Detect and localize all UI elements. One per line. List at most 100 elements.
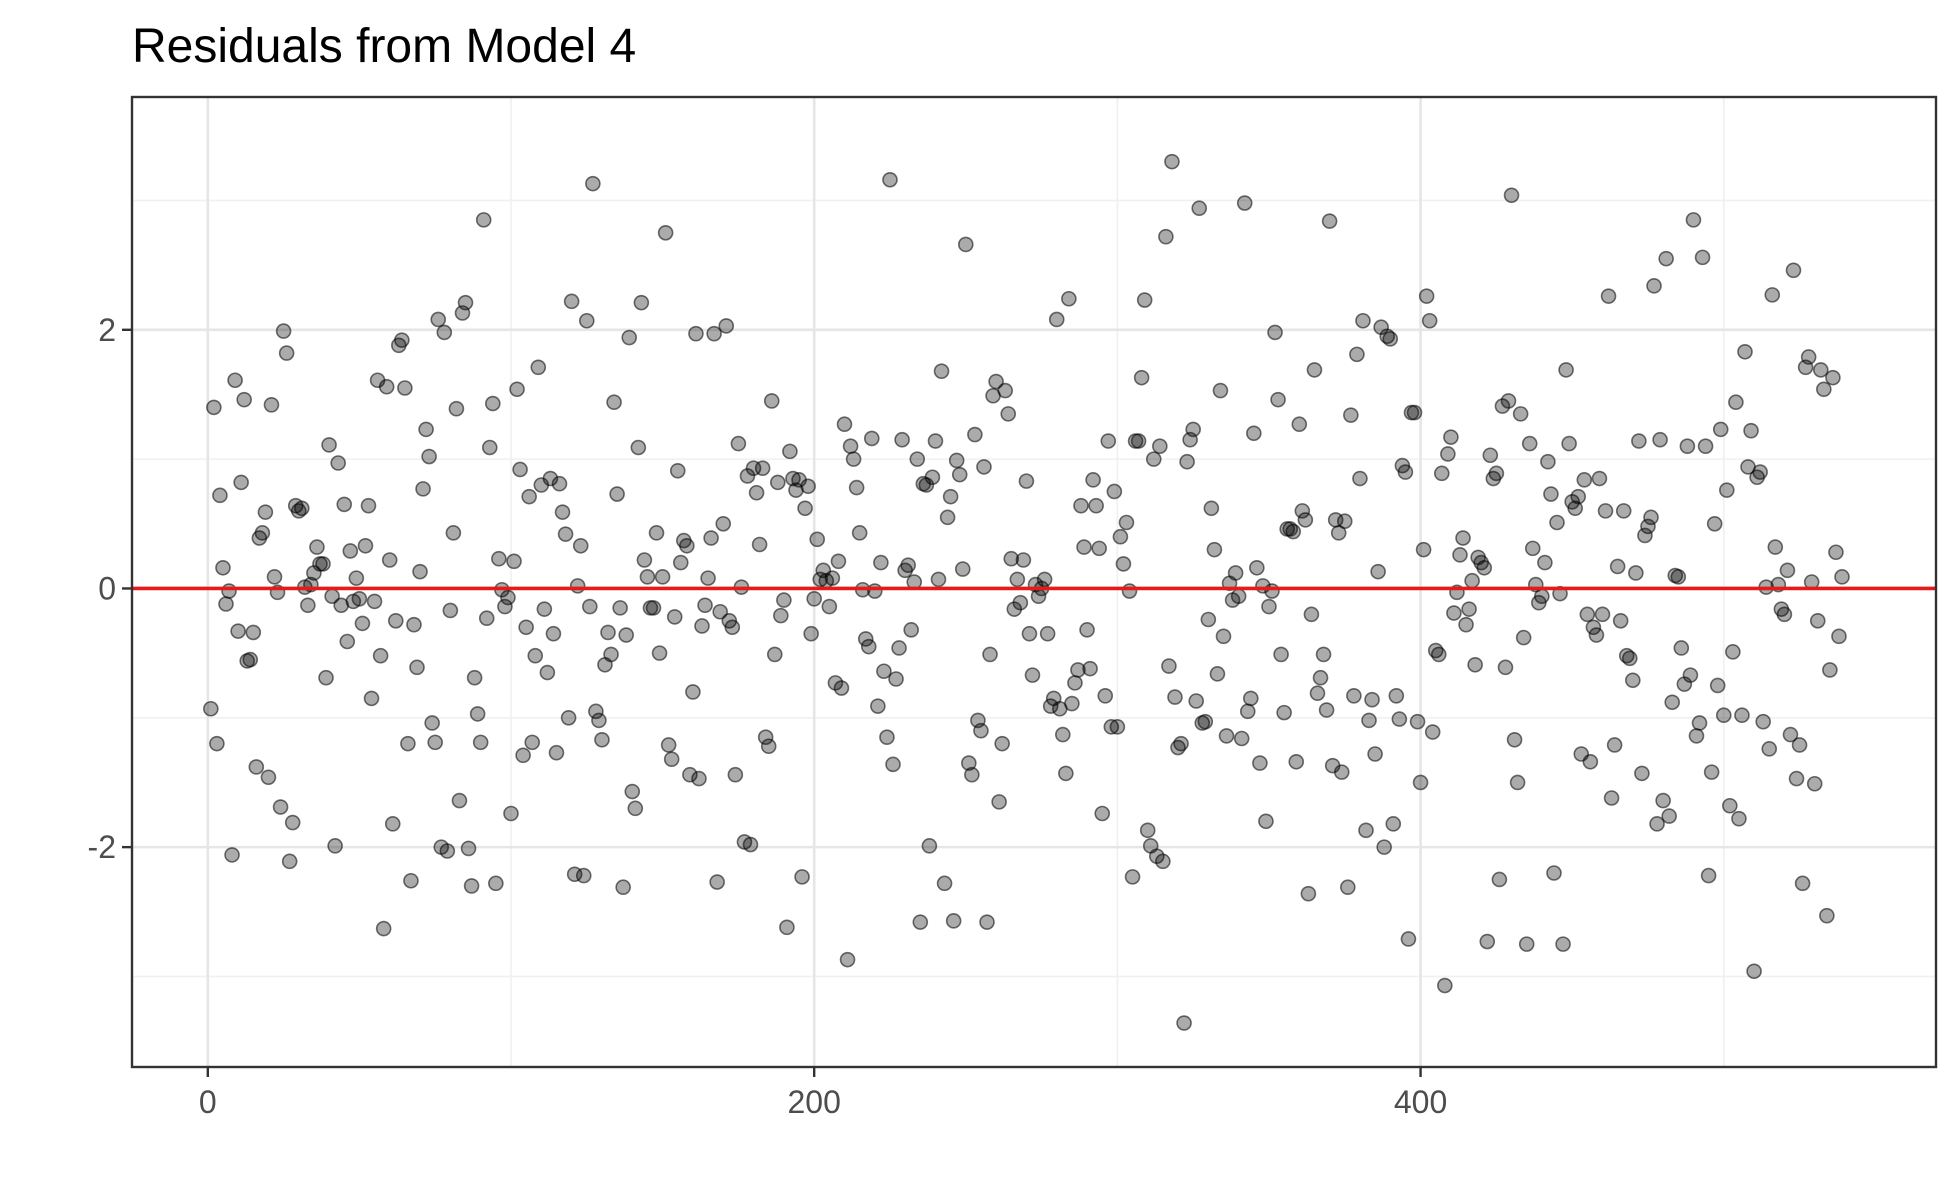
data-point bbox=[1812, 362, 1829, 378]
data-point bbox=[1725, 644, 1741, 660]
data-point bbox=[782, 443, 798, 460]
data-point bbox=[506, 553, 522, 570]
data-point bbox=[821, 598, 838, 615]
data-point bbox=[1309, 685, 1326, 702]
data-point bbox=[1291, 416, 1308, 433]
data-point bbox=[1094, 805, 1111, 822]
data-point bbox=[327, 838, 343, 854]
data-point bbox=[360, 497, 377, 514]
data-point bbox=[727, 766, 744, 783]
data-point bbox=[757, 729, 774, 746]
data-point bbox=[1236, 195, 1253, 211]
data-point bbox=[1561, 435, 1577, 452]
data-point bbox=[221, 583, 237, 599]
data-point bbox=[585, 175, 601, 192]
data-point bbox=[1715, 707, 1732, 724]
data-point bbox=[1312, 669, 1329, 686]
data-point bbox=[697, 597, 713, 614]
data-point bbox=[694, 618, 710, 634]
data-point bbox=[1752, 464, 1768, 480]
data-point bbox=[1206, 541, 1223, 558]
data-point bbox=[1437, 977, 1453, 994]
data-point bbox=[1479, 933, 1496, 950]
y-tick-label: 2 bbox=[98, 312, 116, 348]
data-point bbox=[427, 734, 443, 751]
data-point bbox=[1406, 404, 1423, 421]
data-point bbox=[1352, 470, 1368, 487]
data-point bbox=[1152, 438, 1168, 455]
data-point bbox=[1097, 688, 1114, 704]
data-point bbox=[215, 559, 231, 576]
data-point bbox=[1515, 629, 1532, 646]
data-point bbox=[1021, 625, 1038, 642]
data-point bbox=[1400, 931, 1417, 947]
data-point bbox=[976, 459, 992, 475]
data-point bbox=[633, 294, 650, 311]
data-point bbox=[1755, 713, 1771, 730]
data-point bbox=[876, 663, 892, 680]
data-point bbox=[1518, 936, 1535, 952]
data-point bbox=[794, 869, 810, 885]
data-point bbox=[1806, 775, 1823, 792]
data-point bbox=[1361, 712, 1377, 729]
data-point bbox=[812, 571, 829, 588]
data-point bbox=[524, 734, 541, 751]
data-point bbox=[973, 722, 989, 739]
data-point bbox=[867, 583, 883, 599]
data-point bbox=[1497, 659, 1514, 676]
data-point bbox=[751, 536, 768, 553]
data-point bbox=[212, 487, 228, 504]
data-point bbox=[1155, 853, 1171, 870]
data-point bbox=[933, 363, 950, 379]
data-point bbox=[1070, 662, 1086, 678]
data-point bbox=[754, 460, 771, 476]
y-tick-label: 0 bbox=[98, 570, 116, 606]
data-point bbox=[1024, 667, 1041, 683]
data-point bbox=[1482, 447, 1499, 464]
data-point bbox=[666, 609, 683, 625]
data-point bbox=[578, 312, 595, 329]
panel-border bbox=[130, 95, 1938, 1069]
data-point bbox=[260, 769, 277, 786]
data-point bbox=[1476, 559, 1493, 576]
data-point bbox=[366, 593, 383, 610]
data-point bbox=[424, 715, 440, 731]
data-point bbox=[1664, 694, 1681, 711]
data-point bbox=[1712, 421, 1729, 438]
data-point bbox=[930, 571, 947, 588]
data-point bbox=[387, 612, 404, 629]
data-point bbox=[842, 438, 859, 455]
data-point bbox=[512, 461, 528, 478]
data-point bbox=[672, 554, 689, 571]
data-point bbox=[321, 437, 337, 453]
data-point bbox=[894, 431, 910, 448]
data-point bbox=[1230, 588, 1247, 605]
data-point bbox=[1731, 810, 1747, 827]
data-point bbox=[1064, 695, 1080, 712]
data-point bbox=[551, 475, 568, 492]
data-point bbox=[1246, 425, 1262, 442]
data-point bbox=[1276, 704, 1292, 721]
data-point bbox=[463, 878, 480, 894]
data-point bbox=[1455, 530, 1471, 546]
data-point bbox=[1109, 719, 1126, 735]
data-point bbox=[1200, 611, 1217, 628]
data-point bbox=[1273, 646, 1289, 663]
data-point bbox=[1358, 822, 1374, 839]
data-point bbox=[588, 703, 604, 720]
data-point bbox=[1088, 497, 1104, 514]
data-point bbox=[1233, 730, 1250, 747]
data-point bbox=[1679, 438, 1696, 455]
data-point bbox=[575, 867, 592, 884]
data-point bbox=[1697, 438, 1714, 455]
data-point bbox=[309, 539, 325, 555]
data-point bbox=[403, 872, 419, 889]
data-point bbox=[1091, 540, 1107, 557]
data-point bbox=[860, 638, 877, 655]
data-point bbox=[1267, 324, 1283, 341]
data-point bbox=[785, 470, 801, 487]
data-point bbox=[1603, 790, 1620, 806]
data-point bbox=[1121, 583, 1138, 599]
data-point bbox=[1691, 715, 1708, 731]
